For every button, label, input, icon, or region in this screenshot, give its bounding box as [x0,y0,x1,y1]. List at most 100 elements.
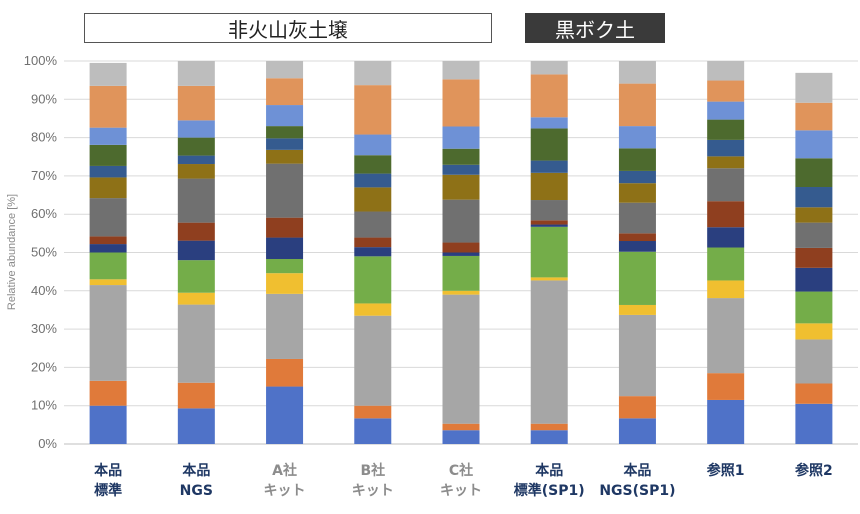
y-tick-label: 90% [31,91,57,106]
bar-segment-3-10 [354,155,392,174]
bar-segment-3-6 [354,237,392,248]
bar-segment-6-9 [618,170,656,184]
bar-segment-0-12 [89,85,127,128]
bar-segment-0-4 [89,252,127,280]
bar-segment-5-6 [530,220,568,225]
y-tick-label: 100% [24,53,58,68]
bar-segment-5-1 [530,423,568,431]
bar-segment-7-11 [707,101,745,120]
bar-segment-2-9 [266,138,304,150]
bar-segment-5-2 [530,280,568,424]
y-tick-label: 20% [31,359,57,374]
y-tick-label: 40% [31,283,57,298]
bar-segment-7-8 [707,156,745,169]
x-tick-label: NGS(SP1) [599,483,675,499]
bar-segment-8-1 [795,383,833,404]
bar-segment-2-4 [266,259,304,274]
bar-segment-1-6 [177,222,215,241]
bar-segment-7-0 [707,399,745,444]
bar-segment-4-4 [442,255,480,291]
bar-segment-1-10 [177,137,215,156]
bar-segment-2-2 [266,293,304,359]
bar-segment-3-5 [354,247,392,257]
bar-segment-7-5 [707,227,745,248]
bar-segment-6-3 [618,304,656,315]
bar-segment-8-8 [795,207,833,223]
y-tick-label: 10% [31,398,57,413]
bar-segment-8-5 [795,267,833,292]
y-tick-label: 70% [31,168,57,183]
x-tick-label: 本品 [94,462,122,479]
y-tick-label: 30% [31,321,57,336]
bar-segment-3-4 [354,256,392,304]
bar-segment-1-7 [177,178,215,223]
bar-segment-3-11 [354,134,392,156]
bar-segment-0-13 [89,62,127,86]
bar-segment-5-13 [530,61,568,75]
bar-segment-1-13 [177,61,215,86]
bar-segment-5-12 [530,74,568,118]
bar-segment-2-11 [266,105,304,127]
bar-segment-0-7 [89,198,127,237]
bar-segment-4-0 [442,430,480,444]
bar-segment-0-8 [89,177,127,199]
bar-segment-4-13 [442,61,480,80]
x-tick-label: 本品 [535,462,563,479]
bar-segment-8-11 [795,130,833,159]
bar-segment-0-0 [89,405,127,444]
bar-segment-4-9 [442,164,480,175]
bar-segment-6-13 [618,61,656,84]
bar-segment-8-9 [795,187,833,208]
bar-segment-6-2 [618,314,656,397]
bar-segment-6-7 [618,202,656,234]
x-tick-label: 本品 [182,462,210,479]
bar-segment-8-3 [795,323,833,340]
bar-segment-2-5 [266,237,304,260]
bar-segment-2-3 [266,273,304,294]
bar-segment-4-5 [442,252,480,256]
bar-segment-1-2 [177,304,215,383]
bar-segment-0-11 [89,127,127,145]
y-axis-label: Relative abundance [%] [6,194,18,310]
bar-segment-3-13 [354,61,392,86]
bar-segment-0-6 [89,236,127,245]
bar-segment-5-4 [530,226,568,278]
bar-segment-2-1 [266,358,304,387]
bar-segment-8-2 [795,339,833,384]
bar-segment-4-2 [442,294,480,424]
bar-segment-1-9 [177,155,215,165]
bar-segment-4-10 [442,148,480,165]
x-tick-label: キット [352,483,394,499]
bar-segment-4-1 [442,423,480,431]
bar-segment-4-11 [442,126,480,149]
bar-segment-3-8 [354,187,392,212]
group-label-andosol: 黒ボク土 [525,13,665,43]
bar-segment-8-0 [795,403,833,444]
bar-segment-4-6 [442,242,480,253]
bar-segment-1-1 [177,382,215,409]
y-tick-label: 50% [31,245,57,260]
bar-segment-4-3 [442,290,480,295]
y-tick-label: 60% [31,206,57,221]
bar-segment-8-12 [795,102,833,131]
bar-segment-3-1 [354,405,392,419]
bar-segment-7-10 [707,119,745,140]
y-tick-label: 0% [38,436,57,451]
bar-segment-1-12 [177,85,215,121]
bar-segment-2-6 [266,217,304,238]
bar-segment-1-11 [177,120,215,138]
bar-segment-3-9 [354,173,392,188]
bar-segment-7-13 [707,61,745,81]
bar-segment-2-7 [266,163,304,218]
bar-segment-7-6 [707,201,745,228]
bar-segment-7-1 [707,373,745,400]
bar-segment-7-4 [707,247,745,281]
bar-segment-5-5 [530,224,568,227]
bar-segment-2-13 [266,61,304,79]
bar-segment-3-0 [354,418,392,444]
bar-segment-2-8 [266,149,304,164]
bar-segment-3-2 [354,315,392,406]
bar-segment-5-3 [530,277,568,281]
